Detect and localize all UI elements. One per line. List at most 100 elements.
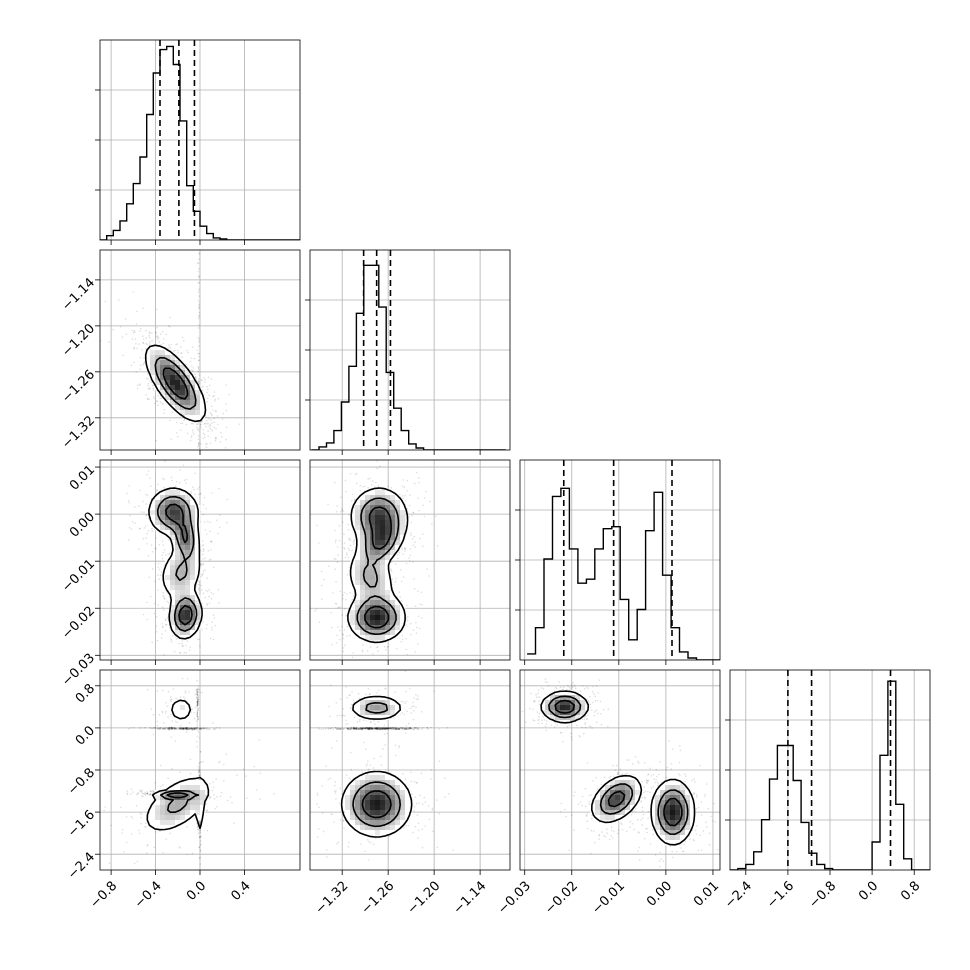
- scatter-point: [197, 687, 200, 690]
- panel-2d-r3-c1: [309, 669, 511, 871]
- scatter-point: [205, 446, 208, 449]
- density-cell: [375, 530, 381, 536]
- scatter-point: [205, 416, 207, 418]
- density-cell: [375, 610, 381, 616]
- scatter-point: [199, 831, 202, 834]
- density-cell: [355, 505, 361, 511]
- scatter-point: [205, 589, 207, 592]
- density-cell: [365, 615, 371, 621]
- density-cell: [180, 630, 186, 636]
- scatter-point: [416, 643, 419, 645]
- scatter-point: [192, 370, 195, 372]
- scatter-point: [200, 843, 202, 845]
- scatter-point: [212, 786, 215, 789]
- scatter-point: [328, 705, 330, 708]
- scatter-point: [203, 434, 206, 436]
- density-cell: [190, 390, 196, 396]
- scatter-point: [216, 415, 219, 417]
- scatter-point: [348, 694, 351, 696]
- density-cell: [380, 615, 386, 621]
- density-cell: [175, 580, 181, 586]
- scatter-point: [379, 755, 382, 758]
- scatter-point: [198, 382, 200, 385]
- scatter-point: [438, 728, 441, 730]
- panel-2d-r1-c0: [99, 249, 301, 451]
- density-cell: [170, 515, 176, 521]
- scatter-point: [165, 333, 168, 336]
- scatter-point: [209, 384, 211, 387]
- scatter-point: [417, 615, 420, 617]
- density-cell: [150, 505, 156, 511]
- scatter-point: [197, 444, 200, 446]
- scatter-point: [200, 564, 203, 567]
- scatter-point: [215, 438, 217, 440]
- density-cell: [200, 405, 206, 411]
- scatter-point: [376, 467, 379, 470]
- scatter-point: [198, 311, 201, 314]
- scatter-point: [403, 826, 405, 829]
- scatter-point: [162, 595, 165, 598]
- scatter-point: [211, 414, 213, 417]
- scatter-point: [328, 565, 330, 567]
- density-cell: [190, 630, 196, 636]
- scatter-point: [197, 493, 200, 496]
- scatter-point: [160, 637, 163, 639]
- scatter-point: [170, 713, 172, 716]
- scatter-point: [209, 423, 211, 426]
- density-cell: [180, 565, 186, 571]
- scatter-point: [337, 626, 339, 629]
- density-cell: [185, 405, 191, 411]
- scatter-point: [170, 476, 173, 479]
- density-cell: [400, 510, 406, 516]
- scatter-point: [326, 849, 328, 851]
- density-cell: [150, 510, 156, 516]
- scatter-point: [351, 656, 354, 659]
- scatter-point: [134, 331, 136, 333]
- scatter-point: [179, 482, 181, 484]
- density-cell: [190, 785, 196, 791]
- scatter-point: [149, 477, 151, 479]
- scatter-point: [372, 727, 374, 730]
- scatter-point: [181, 336, 184, 339]
- scatter-point: [152, 384, 154, 387]
- scatter-point: [397, 557, 399, 559]
- density-cell: [350, 610, 356, 616]
- scatter-point: [130, 727, 132, 729]
- scatter-point: [161, 626, 164, 628]
- scatter-point: [162, 609, 165, 611]
- density-cell: [185, 500, 191, 506]
- scatter-point: [415, 632, 418, 634]
- scatter-point: [139, 330, 141, 332]
- scatter-point: [347, 528, 350, 531]
- density-cell: [170, 505, 176, 511]
- scatter-point: [134, 506, 136, 508]
- scatter-point: [161, 402, 163, 405]
- scatter-point: [158, 578, 161, 580]
- scatter-point: [108, 790, 111, 792]
- scatter-point: [132, 331, 135, 334]
- scatter-point: [332, 728, 334, 731]
- scatter-point: [159, 830, 161, 833]
- scatter-point: [131, 521, 134, 523]
- scatter-point: [417, 698, 420, 700]
- scatter-point: [202, 727, 205, 730]
- scatter-point: [342, 633, 344, 635]
- scatter-point: [350, 706, 352, 709]
- scatter-point: [194, 493, 196, 496]
- density-cell: [195, 780, 201, 786]
- scatter-point: [377, 650, 379, 652]
- scatter-point: [361, 771, 364, 773]
- scatter-point: [128, 539, 130, 541]
- density-cell: [160, 810, 166, 816]
- scatter-point: [146, 791, 148, 793]
- scatter-point: [214, 439, 217, 442]
- scatter-point: [198, 288, 200, 291]
- scatter-point: [214, 437, 217, 440]
- scatter-point: [197, 430, 200, 432]
- density-cell: [370, 575, 376, 581]
- scatter-point: [349, 473, 352, 475]
- density-cell: [360, 585, 366, 591]
- scatter-point: [339, 629, 341, 632]
- scatter-point: [403, 486, 406, 489]
- scatter-point: [205, 627, 208, 630]
